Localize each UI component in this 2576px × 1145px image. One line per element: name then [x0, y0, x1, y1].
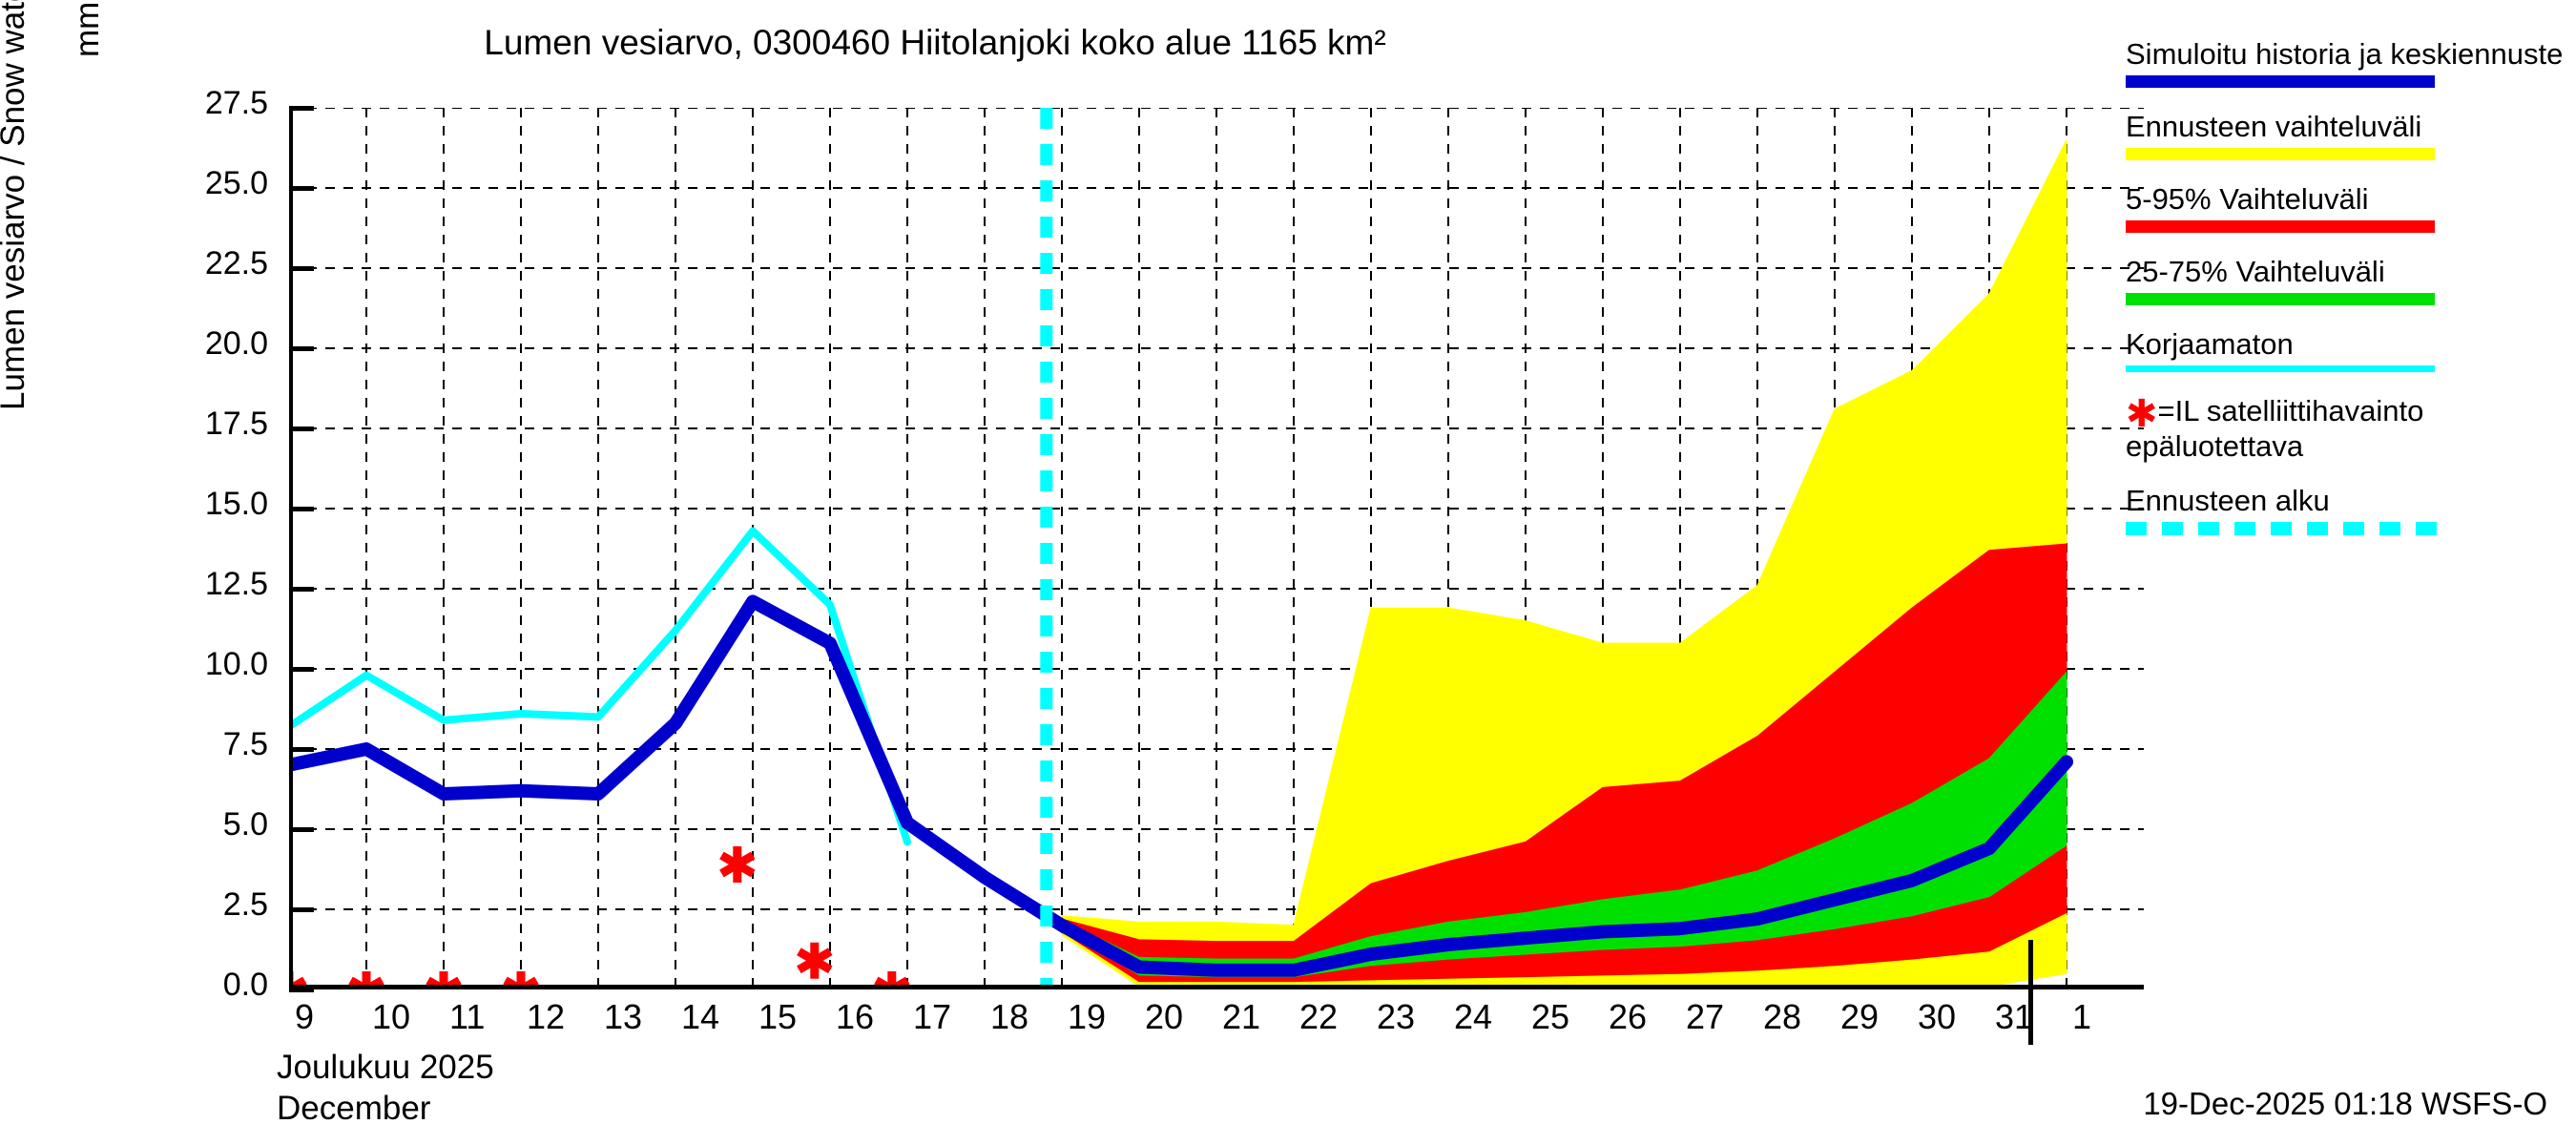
legend-label-p5-95: 5-95% Vaihteluväli [2126, 182, 2369, 216]
y-tick-label: 0.0 [222, 967, 268, 1003]
legend: Simuloitu historia ja keskiennuste Ennus… [2126, 36, 2574, 556]
x-tick-label: 29 [1840, 997, 1880, 1036]
y-tick-label: 15.0 [204, 486, 268, 522]
plot-frame [289, 108, 2144, 989]
x-tick-label: 20 [1145, 997, 1184, 1036]
legend-swatch-forecast-start [2126, 522, 2441, 535]
y-axis-label: Lumen vesiarvo / Snow water equiv. [0, 0, 31, 410]
y-tick-mark [289, 507, 314, 511]
month-divider [2027, 940, 2033, 1045]
legend-label-range: Ennusteen vaihteluväli [2126, 110, 2422, 143]
line-layer [289, 108, 2073, 989]
y-tick-label: 5.0 [222, 806, 268, 843]
y-tick-label: 27.5 [204, 85, 268, 121]
x-tick-label: 21 [1222, 997, 1261, 1036]
legend-label-p25-75: 25-75% Vaihteluväli [2126, 255, 2385, 288]
asterisk-icon: ✱ [2126, 393, 2158, 435]
x-tick-label: 11 [449, 997, 486, 1036]
legend-label-mean: Simuloitu historia ja keskiennuste [2126, 37, 2564, 71]
y-tick-mark [289, 346, 314, 351]
x-tick-label: 22 [1299, 997, 1339, 1036]
y-tick-mark [289, 827, 314, 832]
y-tick-mark [289, 988, 314, 992]
x-tick-label: 9 [295, 997, 315, 1036]
y-tick-label: 10.0 [204, 646, 268, 682]
marker-layer [289, 845, 910, 989]
timestamp: 19-Dec-2025 01:18 WSFS-O [2143, 1086, 2547, 1121]
y-tick-mark [289, 266, 314, 271]
page-title: Lumen vesiarvo, 0300460 Hiitolanjoki kok… [484, 23, 1386, 62]
legend-swatch-p25-75 [2126, 293, 2435, 305]
x-tick-label: 28 [1763, 997, 1802, 1036]
legend-label-uncorrected: Korjaamaton [2126, 327, 2294, 361]
y-tick-label: 12.5 [204, 566, 268, 602]
y-tick-mark [289, 186, 314, 191]
y-tick-label: 2.5 [222, 886, 268, 923]
month-label-en: December [277, 1090, 431, 1127]
legend-swatch-mean [2126, 75, 2435, 88]
y-tick-label: 25.0 [204, 165, 268, 201]
y-tick-mark [289, 667, 314, 672]
y-tick-label: 17.5 [204, 406, 268, 442]
x-tick-label: 17 [913, 997, 952, 1036]
legend-swatch-p5-95 [2126, 220, 2435, 233]
x-tick-label: 24 [1454, 997, 1493, 1036]
x-tick-label: 27 [1686, 997, 1725, 1036]
y-tick-label: 7.5 [222, 726, 268, 762]
month-label-fi: Joulukuu 2025 [277, 1049, 494, 1086]
x-tick-label: 26 [1609, 997, 1648, 1036]
x-tick-label: 25 [1531, 997, 1570, 1036]
y-axis-unit: mm [69, 1, 106, 57]
legend-satellite-text: =IL satelliittihavainto epäluotettava [2126, 394, 2424, 463]
x-tick-label: 1 [2072, 997, 2092, 1036]
y-tick-label: 20.0 [204, 325, 268, 362]
legend-swatch-uncorrected [2126, 365, 2435, 372]
plot-canvas [289, 108, 2144, 989]
x-tick-label: 30 [1918, 997, 1957, 1036]
x-tick-label: 19 [1068, 997, 1107, 1036]
y-tick-mark [289, 106, 314, 111]
plot-area [289, 108, 2144, 989]
y-tick-mark [289, 587, 314, 592]
x-tick-label: 14 [681, 997, 720, 1036]
legend-label-forecast-start: Ennusteen alku [2126, 484, 2330, 517]
y-tick-mark [289, 427, 314, 431]
x-tick-label: 10 [372, 997, 411, 1036]
legend-label-satellite: ✱=IL satelliittihavainto epäluotettava [2126, 393, 2574, 464]
x-tick-label: 23 [1377, 997, 1416, 1036]
y-tick-mark [289, 907, 314, 912]
x-tick-label: 13 [604, 997, 643, 1036]
x-tick-label: 15 [758, 997, 798, 1036]
x-tick-label: 16 [836, 997, 875, 1036]
legend-swatch-range [2126, 148, 2435, 160]
x-tick-label: 31 [1995, 997, 2034, 1036]
y-tick-mark [289, 747, 314, 752]
x-tick-label: 12 [527, 997, 566, 1036]
x-tick-label: 18 [990, 997, 1029, 1036]
y-tick-label: 22.5 [204, 245, 268, 281]
